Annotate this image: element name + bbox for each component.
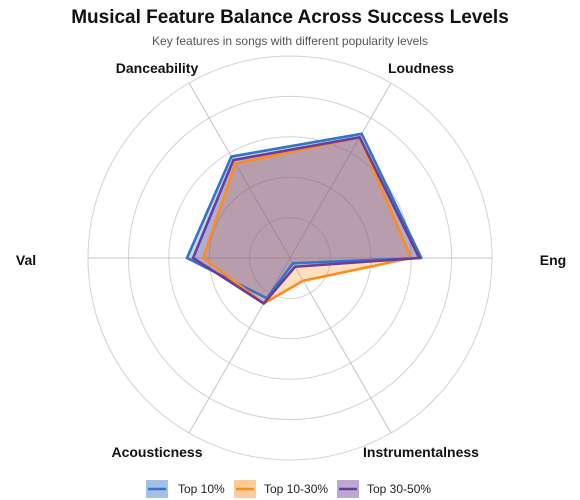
legend-item: Top 30-50% (337, 480, 431, 498)
axis-label: Danceability (116, 60, 199, 76)
axis-label: Loudness (388, 60, 454, 76)
axis-label: Acousticness (111, 444, 202, 460)
axis-labels: Eng Loudness Danceability Val Acousticness In… (16, 60, 566, 460)
series-line (185, 132, 423, 300)
legend: Top 10% Top 10-30% Top 30-50% (146, 480, 431, 498)
series-line (191, 135, 421, 305)
spoke-line (289, 257, 392, 434)
spoke-line (188, 82, 291, 259)
chart-subtitle: Key features in songs with different pop… (152, 34, 428, 48)
series-area (186, 133, 422, 299)
chart-title: Musical Feature Balance Across Success L… (71, 7, 509, 28)
axis-label: Eng (540, 252, 566, 268)
legend-item: Top 10% (146, 480, 225, 498)
series-layer (185, 132, 423, 305)
spoke-line (289, 82, 392, 259)
spoke-line (188, 257, 291, 434)
axis-label: Val (16, 252, 36, 268)
legend-label: Top 30-50% (367, 482, 431, 496)
legend-label: Top 10% (178, 482, 225, 496)
axis-label: Instrumentalness (363, 444, 479, 460)
legend-item: Top 10-30% (234, 480, 328, 498)
legend-label: Top 10-30% (264, 482, 328, 496)
